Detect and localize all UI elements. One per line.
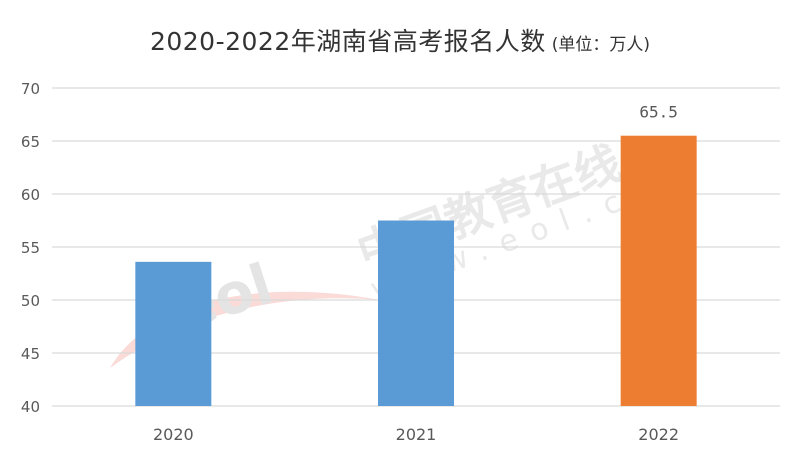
y-tick-label: 55 bbox=[21, 239, 40, 257]
x-tick-label-2022: 2022 bbox=[638, 425, 679, 444]
x-tick-label-2020: 2020 bbox=[153, 425, 194, 444]
bar-2020 bbox=[135, 261, 212, 406]
y-tick-label: 45 bbox=[21, 345, 40, 363]
y-axis: 40 45 50 55 60 65 70 bbox=[21, 80, 40, 416]
y-tick-label: 50 bbox=[21, 292, 40, 310]
y-tick-label: 40 bbox=[21, 398, 40, 416]
y-tick-label: 60 bbox=[21, 186, 40, 204]
chart-unit-note: (单位：万人) bbox=[551, 35, 651, 55]
x-tick-label-2021: 2021 bbox=[396, 425, 437, 444]
bar-2021 bbox=[378, 220, 454, 406]
chart-title-text: 2020-2022年湖南省高考报名人数 bbox=[149, 27, 546, 56]
chart-title: 2020-2022年湖南省高考报名人数 (单位：万人) bbox=[0, 22, 800, 58]
y-tick-label: 65 bbox=[21, 133, 40, 151]
bar-2022 bbox=[620, 135, 697, 406]
data-labels: 65.5 bbox=[639, 103, 678, 122]
x-axis: 2020 2021 2022 bbox=[153, 425, 679, 444]
data-label-2022: 65.5 bbox=[639, 103, 678, 122]
y-tick-label: 70 bbox=[21, 80, 40, 98]
bars bbox=[135, 135, 697, 406]
